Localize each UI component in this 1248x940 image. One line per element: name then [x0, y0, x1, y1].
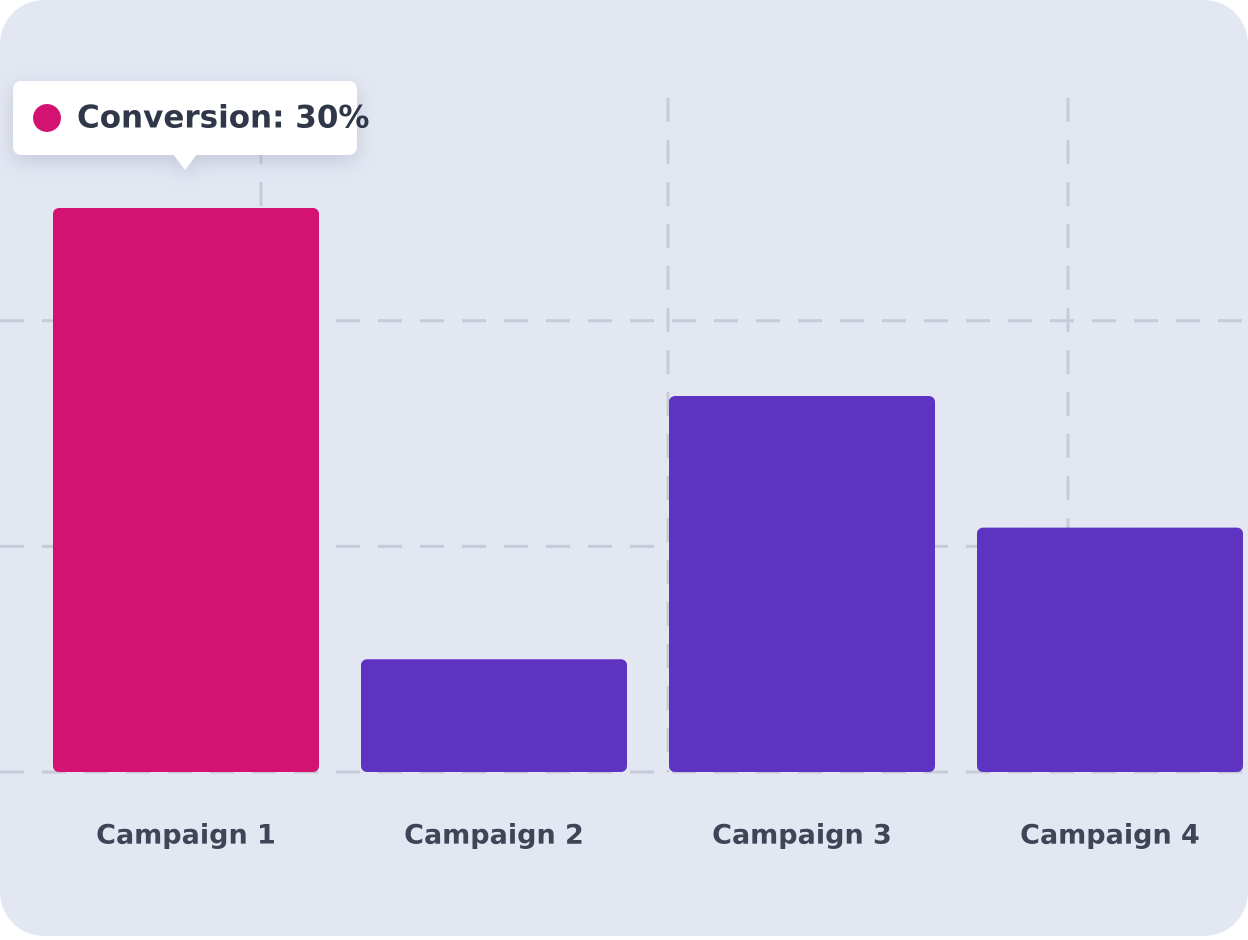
- tooltip: [13, 81, 357, 170]
- bar: [669, 396, 935, 772]
- bar: [361, 659, 627, 772]
- tooltip-box: [13, 81, 357, 155]
- x-tick-label: Campaign 4: [1020, 820, 1200, 851]
- bars: [53, 208, 1243, 772]
- tooltip-text: Conversion: 30%: [77, 100, 369, 136]
- x-tick-label: Campaign 3: [712, 820, 892, 851]
- bar: [977, 527, 1243, 772]
- tooltip-dot: [33, 104, 61, 132]
- tooltip-pointer: [173, 154, 197, 170]
- x-tick-label: Campaign 1: [96, 820, 276, 851]
- bar: [53, 208, 319, 772]
- x-tick-label: Campaign 2: [404, 820, 584, 851]
